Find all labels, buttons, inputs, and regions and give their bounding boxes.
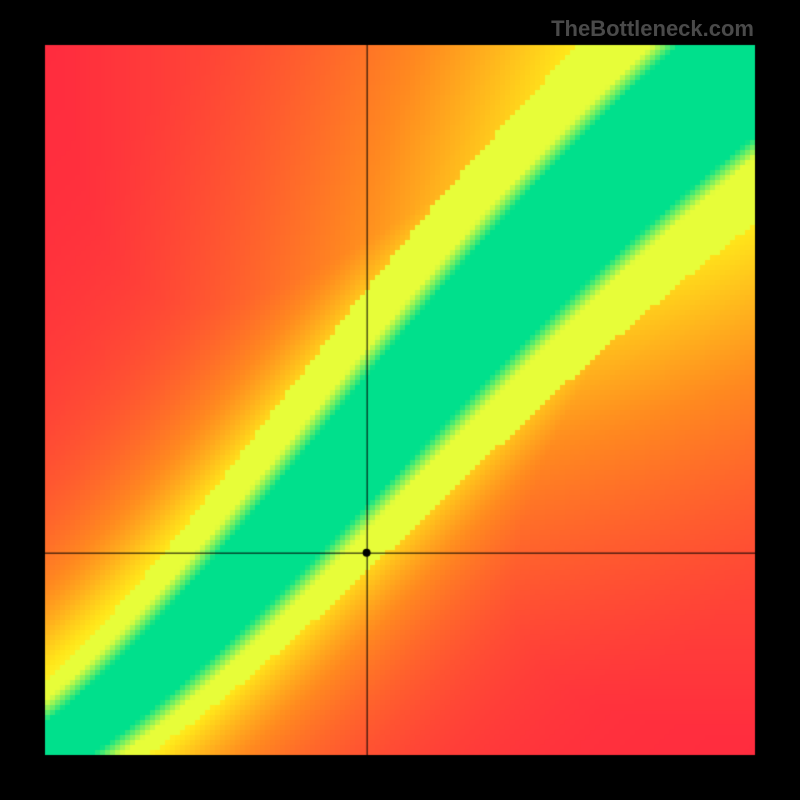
watermark-text: TheBottleneck.com	[551, 16, 754, 42]
chart-stage: TheBottleneck.com	[0, 0, 800, 800]
bottleneck-heatmap	[0, 0, 800, 800]
